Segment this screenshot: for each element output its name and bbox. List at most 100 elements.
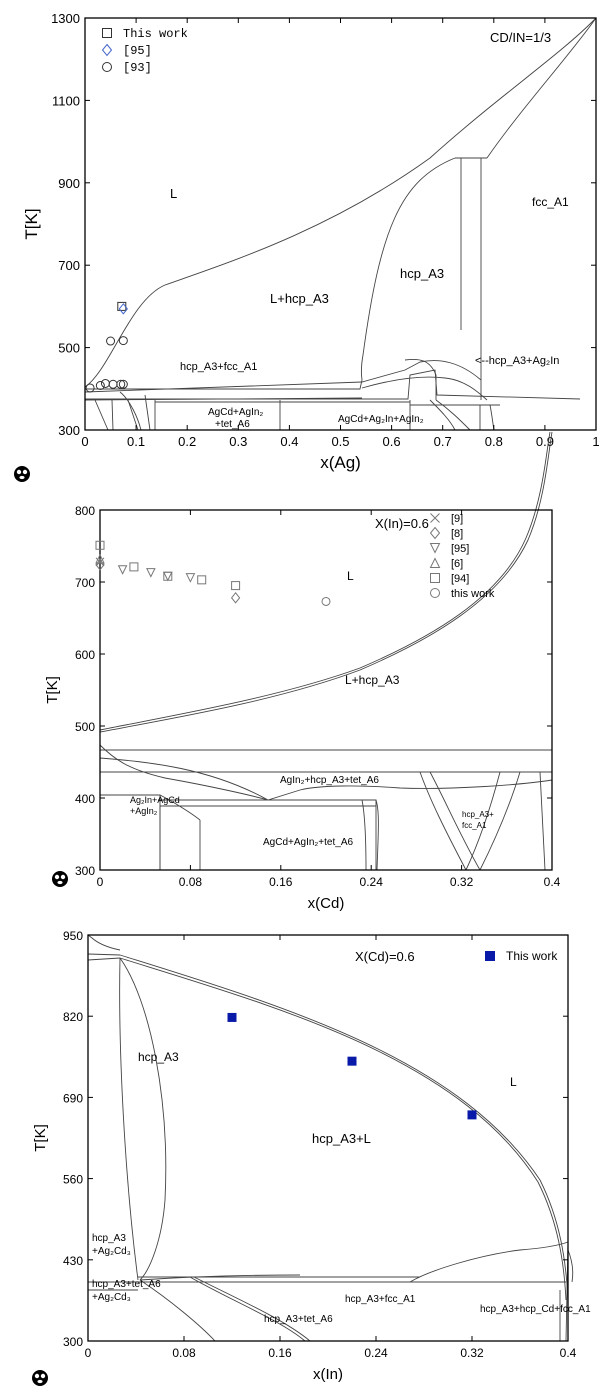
y-tick-label: 560: [63, 1173, 83, 1187]
logo-icon: [52, 871, 68, 887]
panel-1-chart: 0 0.1 0.2 0.3 0.4 0.5 0.6 0.7 0.8 0.9 130050070090…: [22, 11, 600, 472]
logo-icon: [14, 466, 30, 482]
y-tick-label: 800: [75, 504, 95, 518]
legend-marker: [430, 513, 440, 523]
x-tick-label: 0: [97, 875, 104, 889]
phase-region-label: fcc_A1: [532, 195, 569, 209]
y-tick-label: 500: [58, 341, 80, 356]
x-tick-label: 0.32: [460, 1346, 484, 1360]
phase-region-label: hcp_A3: [138, 1050, 179, 1064]
y-tick-label: 300: [75, 864, 95, 878]
x-tick-label: 0.3: [229, 434, 247, 449]
phase-region-label: AgCd+Ag₂In+AgIn₂: [338, 414, 424, 425]
legend-label: [95]: [451, 543, 469, 555]
phase-region-label: +tet_A6: [215, 419, 250, 430]
y-tick-label: 1100: [52, 93, 80, 108]
y-axis-label: T[K]: [22, 208, 41, 239]
legend-label: [95]: [123, 44, 152, 58]
legend-label: This work: [506, 949, 558, 963]
legend-marker: [429, 557, 441, 568]
x-tick-label: 0.1: [127, 434, 145, 449]
panel-3-text: 0 0.08 0.16 0.24 0.32 0.4 300 430 560 690 820 950 x(…: [32, 929, 591, 1383]
legend-marker: [429, 526, 441, 540]
data-point: [347, 1056, 357, 1066]
data-point: [95, 540, 105, 550]
data-point: [146, 568, 156, 578]
phase-region-label: +Ag₂Cd₃: [92, 1246, 131, 1257]
data-point: [163, 571, 173, 581]
x-tick-label: 0: [85, 1346, 92, 1360]
phase-region-label: hcp_A3+: [462, 810, 494, 819]
legend-label: This work: [123, 27, 188, 41]
y-tick-label: 300: [63, 1335, 83, 1349]
y-tick-label: 820: [63, 1010, 83, 1024]
x-axis-label: x(Cd): [308, 895, 345, 912]
x-tick-label: 0.16: [269, 875, 293, 889]
phase-region-label: AgIn₂+hcp_A3+tet_A6: [280, 775, 379, 786]
composition-label: X(In)=0.6: [375, 516, 429, 531]
y-tick-label: 400: [75, 792, 95, 806]
y-tick-label: 900: [58, 176, 80, 191]
phase-region-label: L: [170, 186, 177, 201]
x-tick-label: 1: [592, 434, 599, 449]
x-tick-label: 0.6: [383, 434, 401, 449]
phase-region-label: AgCd+AgIn₂+tet_A6: [263, 837, 353, 848]
data-point: [95, 381, 105, 391]
x-tick-label: 0.4: [280, 434, 298, 449]
phase-region-label: hcp_A3+fcc_A1: [180, 361, 257, 373]
panel-2-text: 0 0.08 0.16 0.24 0.32 0.4 300 400 500 600 700 800 x(…: [44, 504, 561, 912]
y-tick-label: 300: [58, 423, 80, 438]
panel-3-points: [227, 1012, 477, 1120]
phase-region-label: hcp_A3+L: [312, 1131, 371, 1146]
phase-region-label: L: [510, 1075, 517, 1089]
x-tick-label: 0.4: [560, 1346, 577, 1360]
phase-region-label: +AgIn₂: [130, 806, 158, 816]
legend-marker: [430, 573, 440, 583]
legend-marker: [485, 951, 495, 961]
y-tick-label: 700: [75, 576, 95, 590]
legend-label: [93]: [123, 61, 152, 75]
y-tick-label: 690: [63, 1091, 83, 1105]
x-tick-label: 0: [81, 434, 88, 449]
phase-region-label: hcp_A3+fcc_A1: [345, 1294, 416, 1305]
data-point: [231, 581, 241, 591]
panel-3-phase-boundaries: [87, 934, 574, 1342]
x-tick-label: 0.24: [364, 1346, 388, 1360]
panel-3-chart: 0 0.08 0.16 0.24 0.32 0.4 300 430 560 690 820 950 x(…: [32, 929, 591, 1383]
legend-marker: [430, 588, 440, 598]
phase-region-label: +Ag₂Cd₃: [92, 1292, 131, 1303]
data-point: [227, 1012, 237, 1022]
legend-label: this work: [451, 588, 495, 600]
y-tick-label: 950: [63, 929, 83, 943]
composition-label: X(Cd)=0.6: [355, 949, 415, 964]
x-tick-label: 0.4: [544, 875, 561, 889]
panel-1-points: [85, 301, 128, 393]
data-point: [118, 336, 128, 346]
panel-1-phase-boundaries: [84, 17, 597, 431]
y-tick-label: 1300: [51, 11, 80, 26]
data-point: [106, 336, 116, 346]
y-tick-label: 600: [75, 648, 95, 662]
y-tick-label: 500: [75, 720, 95, 734]
x-tick-label: 0.8: [485, 434, 503, 449]
x-axis-label: x(Ag): [320, 453, 361, 472]
data-point: [100, 378, 110, 388]
data-point: [95, 553, 105, 564]
y-axis-label: T[K]: [32, 1124, 49, 1152]
data-point: [118, 303, 128, 315]
panel-1-text: 0 0.1 0.2 0.3 0.4 0.5 0.6 0.7 0.8 0.9 130050070090…: [22, 11, 600, 472]
data-point: [185, 573, 196, 583]
phase-region-label: L: [347, 569, 354, 583]
panel-1-frame: [84, 17, 597, 431]
panel-1-axes: [84, 17, 597, 431]
data-point: [95, 557, 105, 567]
legend-label: [6]: [451, 558, 463, 570]
x-tick-label: 0.08: [172, 1346, 196, 1360]
phase-region-label: hcp_A3+hcp_Cd+fcc_A1: [480, 1304, 591, 1315]
legend-marker: [102, 62, 112, 72]
x-tick-label: 0.32: [450, 875, 474, 889]
logo-icon: [32, 1370, 48, 1386]
x-tick-label: 0.7: [434, 434, 452, 449]
data-point: [467, 1110, 477, 1120]
